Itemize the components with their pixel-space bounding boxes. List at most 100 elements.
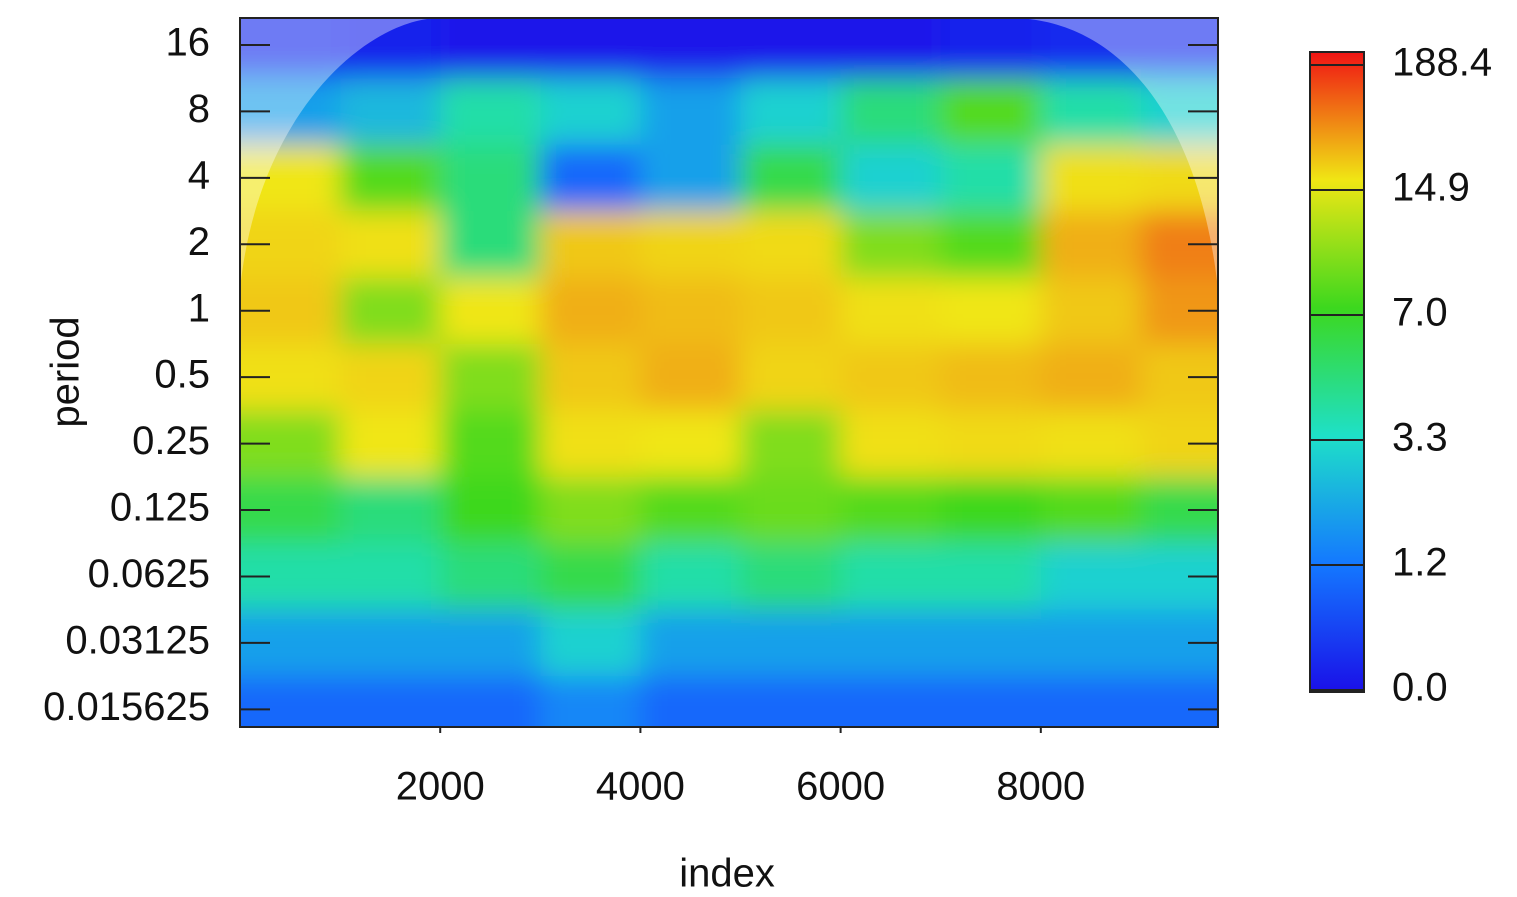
heat-cell [940,18,1042,80]
heat-cell [440,277,542,345]
heat-cell [240,410,342,478]
colorbar-tick-label: 14.9 [1392,166,1470,210]
heat-cell [240,18,342,80]
heat-cell [840,211,942,279]
heat-cell [640,676,742,727]
heat-cell [940,343,1042,412]
heatmap-cells [240,18,1218,727]
heat-cell [740,78,842,146]
heat-cell [840,277,942,345]
heat-cell [440,78,542,146]
heat-cell [340,277,442,345]
heat-cell [640,277,742,345]
heat-cell [240,609,342,678]
heat-cell [640,144,742,213]
heat-cell [440,211,542,279]
y-tick-label: 2 [188,220,210,264]
heat-cell [1040,343,1142,412]
heat-cell [340,410,442,478]
heat-cell [940,676,1042,727]
heat-cell [240,343,342,412]
y-tick-label: 0.5 [154,353,210,397]
heat-cell [440,676,542,727]
heat-cell [1040,676,1142,727]
y-tick-label: 0.125 [110,486,210,530]
heat-cell [840,410,942,478]
heat-cell [340,18,442,80]
heat-cell [340,476,442,545]
heat-cell [740,410,842,478]
heat-cell [440,18,542,80]
colorbar [1309,51,1365,693]
heat-cell [1140,676,1218,727]
heat-cell [340,609,442,678]
heat-cell [1040,18,1142,80]
heat-cell [440,410,542,478]
heat-cell [340,343,442,412]
heat-cell [940,543,1042,611]
heat-cell [740,609,842,678]
heat-cell [940,277,1042,345]
heat-cell [540,543,642,611]
heat-cell [940,609,1042,678]
heat-cell [440,609,542,678]
heat-cell [640,609,742,678]
heat-cell [740,144,842,213]
heat-cell [340,211,442,279]
heat-cell [640,410,742,478]
y-tick-label: 0.25 [132,419,210,463]
heat-cell [640,343,742,412]
heat-cell [440,144,542,213]
heat-cell [740,211,842,279]
heat-cell [840,609,942,678]
heat-cell [840,78,942,146]
heat-cell [240,277,342,345]
heat-cell [1040,144,1142,213]
heat-cell [940,78,1042,146]
heat-cell [1040,277,1142,345]
heat-cell [940,144,1042,213]
heat-cell [840,676,942,727]
heat-cell [540,476,642,545]
plot-frame [239,17,1219,728]
colorbar-tick-label: 0.0 [1392,666,1448,710]
heat-cell [540,78,642,146]
heat-cell [1040,78,1142,146]
heat-cell [740,343,842,412]
y-tick-label: 8 [188,87,210,131]
x-tick-label: 4000 [596,765,685,809]
colorbar-tick-label: 188.4 [1392,41,1492,85]
heat-cell [240,211,342,279]
heat-cell [1040,211,1142,279]
heat-cell [540,211,642,279]
colorbar-tick-label: 1.2 [1392,541,1448,585]
y-tick-label: 1 [188,286,210,330]
heat-cell [740,543,842,611]
heatmap [240,18,1218,727]
y-tick-label: 0.03125 [65,618,210,662]
x-axis-label: index [679,852,775,896]
heat-cell [640,543,742,611]
heat-cell [340,78,442,146]
y-tick-label: 4 [188,153,210,197]
heat-cell [340,543,442,611]
heat-cell [640,211,742,279]
heat-cell [740,18,842,80]
x-tick-label: 6000 [796,765,885,809]
heat-cell [440,343,542,412]
heat-cell [240,543,342,611]
y-tick-label: 0.015625 [43,685,210,729]
heat-cell [840,144,942,213]
heat-cell [640,476,742,545]
x-tick-label: 8000 [996,765,1085,809]
x-tick-label: 2000 [396,765,485,809]
heat-cell [940,476,1042,545]
heat-cell [840,18,942,80]
heat-cell [540,277,642,345]
heat-cell [540,676,642,727]
y-tick-label: 16 [166,21,211,65]
heat-cell [440,543,542,611]
colorbar-tick-label: 7.0 [1392,291,1448,335]
heat-cell [1040,609,1142,678]
